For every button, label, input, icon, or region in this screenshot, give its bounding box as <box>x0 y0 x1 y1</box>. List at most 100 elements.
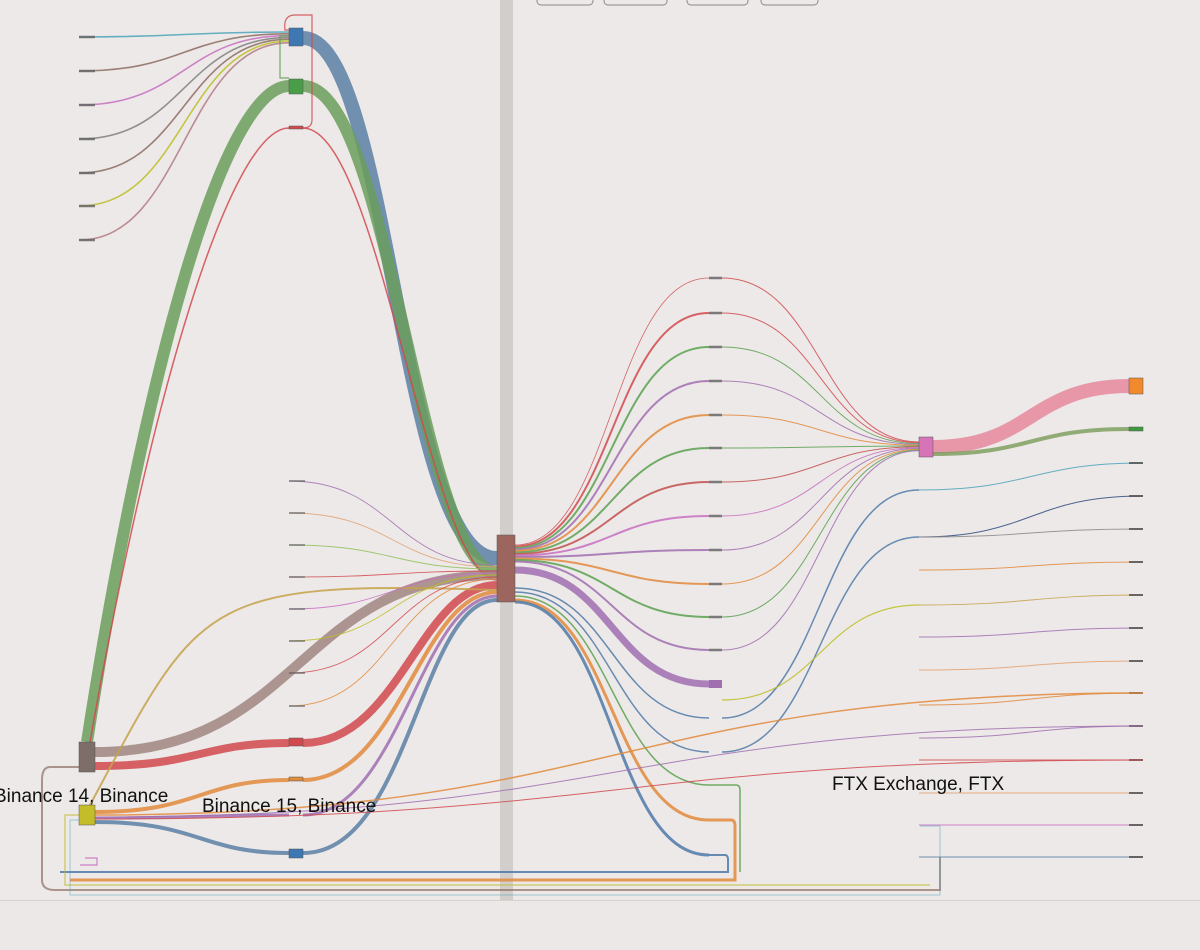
node <box>78 804 96 826</box>
flow <box>918 462 1144 491</box>
flow <box>288 576 498 674</box>
flow <box>288 512 498 568</box>
flow <box>78 40 290 207</box>
flow <box>721 277 920 443</box>
flow <box>288 480 498 566</box>
flow <box>81 80 499 743</box>
flow <box>918 561 1144 571</box>
toolbar-button[interactable] <box>536 0 594 6</box>
flow <box>89 586 498 806</box>
toolbar-button[interactable] <box>686 0 749 6</box>
flow <box>514 595 710 786</box>
flow <box>514 559 710 618</box>
flow <box>64 814 930 886</box>
flow <box>288 572 498 610</box>
flow <box>514 414 710 552</box>
flow <box>41 766 941 891</box>
flow <box>514 591 710 753</box>
flow <box>721 447 920 517</box>
toolbar-button[interactable] <box>603 0 668 6</box>
flow <box>60 854 729 873</box>
flow <box>721 489 920 719</box>
node <box>288 776 304 782</box>
node-label: Binance 14, Binance <box>0 786 168 807</box>
flow <box>78 38 290 174</box>
node <box>1128 377 1144 395</box>
flow <box>721 380 920 445</box>
flow <box>918 627 1144 638</box>
flow <box>80 857 98 866</box>
flow <box>288 578 498 707</box>
node <box>78 741 96 773</box>
flow <box>94 581 498 770</box>
flow <box>721 445 920 449</box>
flow <box>514 587 710 719</box>
flow <box>709 784 741 872</box>
node <box>288 848 304 859</box>
flow <box>721 447 920 551</box>
node <box>288 125 304 130</box>
flow <box>514 277 710 546</box>
flow <box>514 560 710 651</box>
flow <box>721 448 920 585</box>
flow <box>288 570 498 578</box>
flow <box>514 557 710 585</box>
flow <box>721 414 920 446</box>
flow <box>514 598 710 822</box>
toolbar-button[interactable] <box>760 0 819 6</box>
flow <box>721 312 920 444</box>
flow <box>78 36 290 140</box>
flow <box>94 570 498 757</box>
flow <box>94 692 1144 816</box>
flow <box>918 495 1144 538</box>
flow <box>94 590 498 814</box>
flow <box>94 759 1144 820</box>
node <box>709 680 722 688</box>
flow <box>284 14 313 129</box>
flow <box>69 819 941 896</box>
flow <box>514 346 710 549</box>
flow <box>288 544 498 570</box>
footer-area <box>0 900 1200 950</box>
flow <box>514 549 710 558</box>
flow <box>721 450 920 651</box>
flow <box>932 379 1130 454</box>
flow <box>89 127 498 743</box>
flow <box>70 818 737 882</box>
flow <box>514 312 710 548</box>
flow <box>721 449 920 618</box>
flow <box>721 536 920 753</box>
node <box>288 737 304 747</box>
divider <box>500 0 513 900</box>
node-label: FTX Exchange, FTX <box>832 774 1004 795</box>
flow <box>918 528 1144 538</box>
flow <box>932 427 1130 456</box>
canvas <box>0 0 1200 900</box>
flow <box>721 446 920 483</box>
flow <box>288 574 498 642</box>
flow <box>721 604 920 701</box>
node-label: Binance 15, Binance <box>202 796 376 817</box>
flow <box>94 598 498 855</box>
flow <box>78 33 290 72</box>
node <box>288 27 304 47</box>
flow <box>918 660 1144 671</box>
flow <box>721 346 920 445</box>
flow <box>78 42 290 241</box>
flow <box>514 566 710 688</box>
node <box>288 78 304 95</box>
flow <box>78 34 290 106</box>
node <box>918 436 934 458</box>
flow <box>94 725 1144 818</box>
flow <box>514 447 710 554</box>
flow <box>918 594 1144 606</box>
flow <box>78 31 290 38</box>
flow <box>514 515 710 557</box>
flows <box>41 14 1144 896</box>
flow <box>514 380 710 551</box>
node <box>496 534 516 603</box>
nodes <box>78 27 1144 859</box>
node <box>1128 426 1144 432</box>
flow <box>514 600 710 857</box>
